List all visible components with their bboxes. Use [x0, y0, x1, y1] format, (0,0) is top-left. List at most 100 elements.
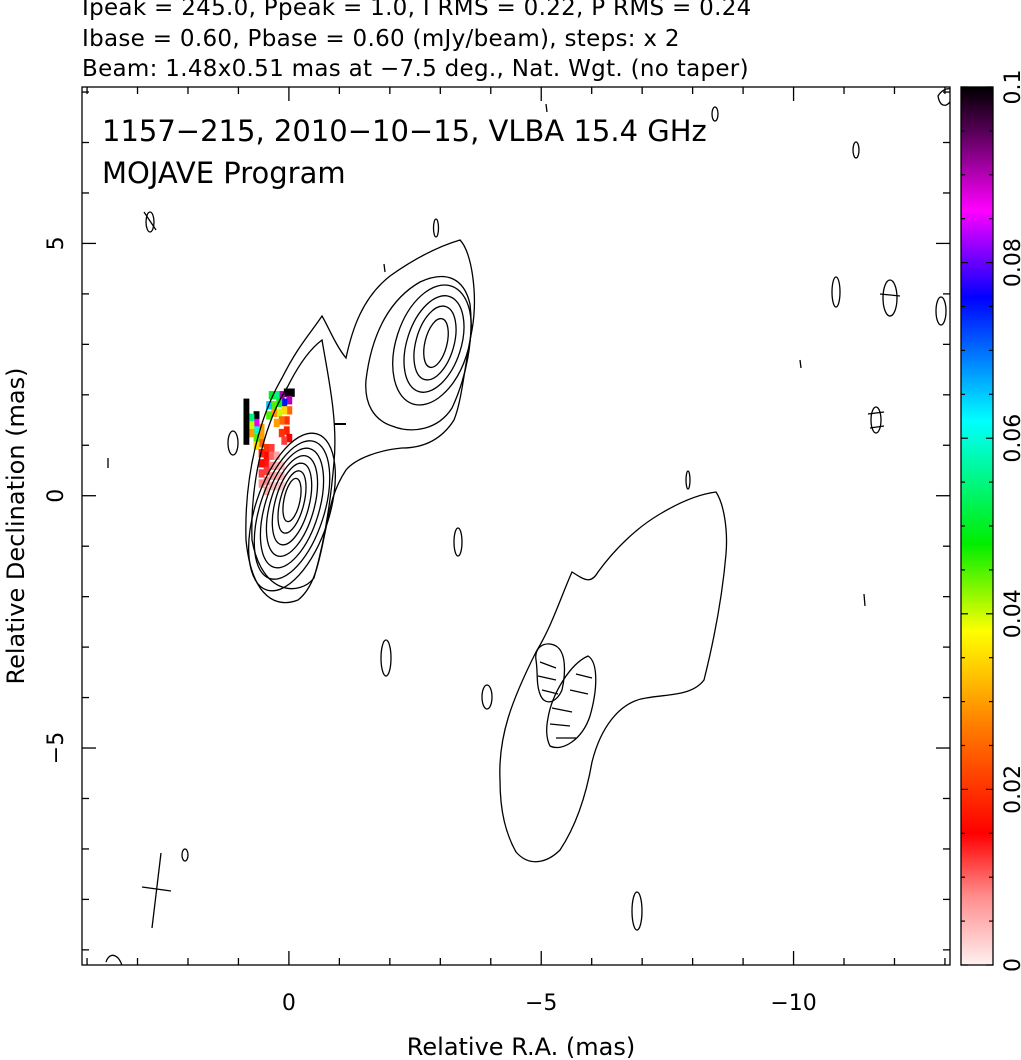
contour-core-3	[253, 440, 331, 580]
contour-south-jet	[499, 491, 728, 863]
contour-knot-2	[392, 284, 472, 406]
polarization-pixel	[281, 406, 288, 415]
colorbar	[960, 86, 994, 966]
contour-knot-5	[423, 317, 449, 369]
polarization-pixel	[273, 481, 280, 491]
header-line-2: Ibase = 0.60, Pbase = 0.60 (mJy/beam), s…	[82, 26, 680, 52]
contour-layer	[105, 88, 950, 965]
y-tick-labels: 5 0 −5	[44, 236, 69, 764]
polarization-pixel	[253, 411, 260, 420]
polarization-pixel	[273, 451, 280, 460]
polarization-pixel	[281, 436, 288, 445]
contour-noise-18	[107, 103, 866, 607]
beam-marker	[141, 852, 172, 929]
polarization-pixel	[286, 406, 293, 415]
polarization-pixel	[258, 479, 265, 488]
polarization-pixel	[271, 401, 278, 410]
polarization-pixel	[258, 423, 265, 433]
contour-noise-14	[181, 848, 189, 862]
polarization-pixel	[281, 398, 288, 407]
polarization-pixel	[286, 396, 293, 405]
annotation-title: 1157−215, 2010−10−15, VLBA 15.4 GHz	[102, 114, 707, 148]
contour-south-blob-1	[535, 643, 566, 703]
contour-noise-2	[145, 211, 155, 233]
colorbar-tick-label: 0.06	[1001, 414, 1021, 463]
polarization-pixel	[276, 408, 283, 418]
polarization-pixel	[258, 469, 265, 478]
polarization-pixel	[278, 416, 285, 425]
polarization-pixel	[243, 406, 250, 415]
polarization-pixel	[283, 416, 290, 425]
contour-south-blob-2	[546, 655, 597, 749]
x-tick-labels: 0 −5 −10	[282, 991, 817, 1016]
polarization-pixel	[268, 444, 275, 453]
contour-core-8	[282, 477, 302, 523]
contour-knot-3	[403, 295, 465, 393]
polarization-pixel	[258, 431, 265, 440]
y-axis-label: Relative Declination (mas)	[2, 367, 30, 684]
polarization-pixel	[283, 388, 290, 397]
contour-noise-3	[432, 218, 440, 238]
polarization-pixel	[243, 436, 250, 445]
contour-core-2	[247, 432, 337, 592]
contour-core-5	[265, 454, 319, 558]
contour-noise-8	[631, 891, 643, 931]
colorbar-tick-label: 0.08	[1001, 238, 1021, 287]
contour-noise-13	[870, 406, 882, 434]
annotation-program: MOJAVE Program	[102, 156, 346, 190]
colorbar-ticks	[961, 86, 993, 966]
plot-frame	[81, 86, 951, 966]
y-tick-label: 5	[44, 236, 69, 250]
polarization-pixel	[273, 391, 280, 400]
polarization-pixel	[263, 486, 270, 496]
polarization-pixel	[258, 438, 265, 448]
colorbar-tick-label: 0	[1001, 958, 1021, 972]
colorbar-tick-label: 0.04	[1001, 589, 1021, 638]
contour-noise-5	[380, 639, 392, 677]
x-tick-label: 0	[282, 991, 296, 1016]
contour-noise-1	[227, 430, 239, 456]
polarization-pixel	[278, 481, 285, 491]
header-line-3: Beam: 1.48x0.51 mas at −7.5 deg., Nat. W…	[82, 56, 749, 82]
polarization-pixel	[243, 428, 250, 438]
polarization-pixel	[253, 426, 260, 435]
polarization-pixel	[278, 471, 285, 481]
x-tick-label: −5	[525, 991, 557, 1016]
contour-noise-10	[882, 279, 898, 317]
polarization-pixel	[288, 388, 295, 397]
contour-noise-12	[852, 141, 860, 159]
contour-noise-17	[105, 954, 123, 965]
colorbar-tick-labels: 0 0.02 0.04 0.06 0.08 0.1	[1001, 70, 1021, 973]
contour-noise-16	[937, 88, 950, 106]
contour-core-1	[251, 338, 336, 590]
polarization-pixel	[258, 459, 265, 468]
contour-noise-6	[481, 684, 493, 710]
polarization-pixel	[278, 428, 285, 438]
polarization-pixel	[253, 441, 260, 450]
y-tick-label: 0	[44, 489, 69, 503]
contour-noise-11	[935, 296, 947, 326]
colorbar-tick-label: 0.02	[1001, 765, 1021, 814]
polarization-pixel	[248, 428, 255, 438]
polarization-pixel	[263, 476, 270, 486]
pol-vectors-south	[537, 661, 593, 739]
polarization-pixel	[273, 461, 280, 471]
colorbar-tick-label: 0.1	[1001, 70, 1021, 105]
polarization-pixel	[253, 418, 260, 428]
polarization-pixel	[268, 451, 275, 460]
polarization-pixel	[273, 418, 280, 428]
polarization-pixel	[243, 413, 250, 423]
polarization-pixel	[263, 466, 270, 476]
y-tick-label: −5	[44, 732, 69, 764]
contour-noise-7	[685, 470, 691, 490]
contour-knot-4	[413, 305, 457, 381]
polarization-pixel	[266, 411, 273, 420]
polarization-pixel	[243, 398, 250, 407]
polarization-pixel	[283, 426, 290, 435]
polarization-pixel	[253, 433, 260, 443]
pol-vectors-noise	[143, 211, 901, 429]
contour-core-4	[259, 447, 325, 569]
contour-core-7	[277, 470, 307, 534]
polarization-pixel	[258, 449, 265, 458]
